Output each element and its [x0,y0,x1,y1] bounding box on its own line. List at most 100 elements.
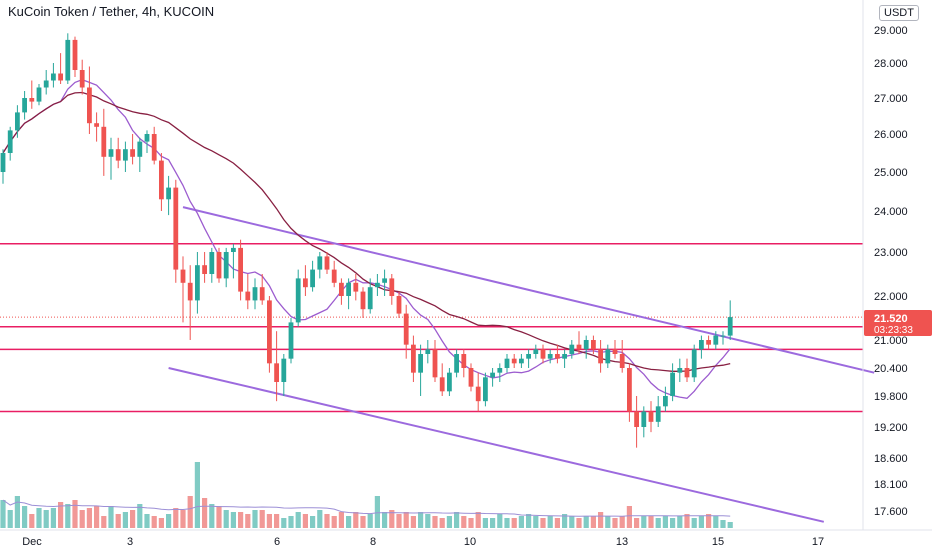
candle-body [281,358,287,382]
candle-body [245,291,251,301]
volume-bar [288,516,294,528]
volume-bar [22,506,28,528]
candle-body [540,349,546,359]
volume-bar [389,510,395,528]
volume-bar [684,514,690,528]
candle-body [605,349,611,364]
volume-bar [562,514,568,528]
price-axis[interactable]: 29.000 28.000 27.000 26.000 25.000 24.000 23.0… [874,25,908,518]
volume-bar [130,510,136,528]
volume-bar [547,516,553,528]
time-tick-label: 3 [127,536,133,548]
volume-bar [554,518,560,528]
volume-bar [317,510,323,528]
candle-body [375,282,380,288]
candle-body [411,344,416,373]
volume-bar [403,512,409,528]
candle-body [425,349,431,354]
price-tick-label: 24.000 [874,206,908,218]
candle-body [7,130,13,153]
volume-bar [382,512,388,528]
volume-bar [166,514,172,528]
volume-bar [497,514,503,528]
volume-bar [461,516,467,528]
candle-body [58,73,63,81]
candlesticks [0,33,733,448]
candle-body [562,354,567,359]
candle-body [519,358,524,364]
candle-body [115,149,121,161]
price-tick-label: 19.800 [874,391,908,403]
volume-bar [605,516,611,528]
currency-badge[interactable]: USDT [879,5,919,21]
volume-bar [526,514,532,528]
candle-body [511,358,517,364]
candle-body [432,349,438,378]
time-axis[interactable]: Dec 3 6 8 10 13 15 17 [22,536,824,548]
candle-body [691,349,697,378]
volume-bar [619,516,625,528]
countdown-timer: 03:23:33 [874,325,913,336]
candle-body [187,282,193,301]
volume-bar [101,516,107,528]
volume-bar [202,498,208,528]
candle-body [475,386,481,402]
volume-bar [259,510,265,528]
volume-bar [432,516,438,528]
volume-bar [36,508,42,528]
candle-body [663,396,668,407]
volume-bar [569,516,575,528]
price-tick-label: 17.600 [874,506,908,518]
volume-bar [727,522,733,528]
volume-bar [158,518,164,528]
candle-body [0,153,6,172]
volume-bar [706,514,712,528]
volume-bar [576,518,582,528]
volume-bar [245,514,251,528]
candle-body [677,368,683,373]
volume-bar [360,516,366,528]
candle-body [331,269,337,283]
volume-bar [108,506,114,528]
candle-body [159,160,164,200]
candle-body [439,377,445,392]
candle-body [22,98,27,113]
volume-bar [518,516,524,528]
volume-bar [626,506,632,528]
time-tick-label: Dec [22,536,42,548]
volume-bar [590,516,596,528]
candle-body [367,287,373,310]
volume-bar [0,500,6,528]
price-tick-label: 26.000 [874,129,908,141]
volume-bar [662,516,668,528]
candle-body [641,411,647,427]
volume-bar [94,506,100,528]
candle-body [252,287,258,301]
price-tick-label: 25.000 [874,167,908,179]
candle-body [324,256,330,270]
volume-bar [79,510,85,528]
volume-bar [65,504,71,528]
price-tick-label: 27.000 [874,93,908,105]
volume-bar [295,512,301,528]
candle-body [504,358,510,368]
candle-body [79,70,85,88]
volume-bar [353,512,359,528]
volume-bar [223,510,229,528]
time-tick-label: 8 [370,536,376,548]
candle-body [216,252,222,279]
candle-body [598,349,603,364]
volume-bar [144,514,150,528]
candle-body [94,123,99,127]
volume-bar [173,508,179,528]
candle-body [526,354,531,359]
volume-bar [439,518,445,528]
candle-body [209,252,215,274]
candle-body [648,411,654,422]
last-price-label-bg [864,310,932,336]
candle-body [137,141,143,157]
volume-bar [475,512,481,528]
volume-bar [338,512,344,528]
candle-body [259,287,265,301]
